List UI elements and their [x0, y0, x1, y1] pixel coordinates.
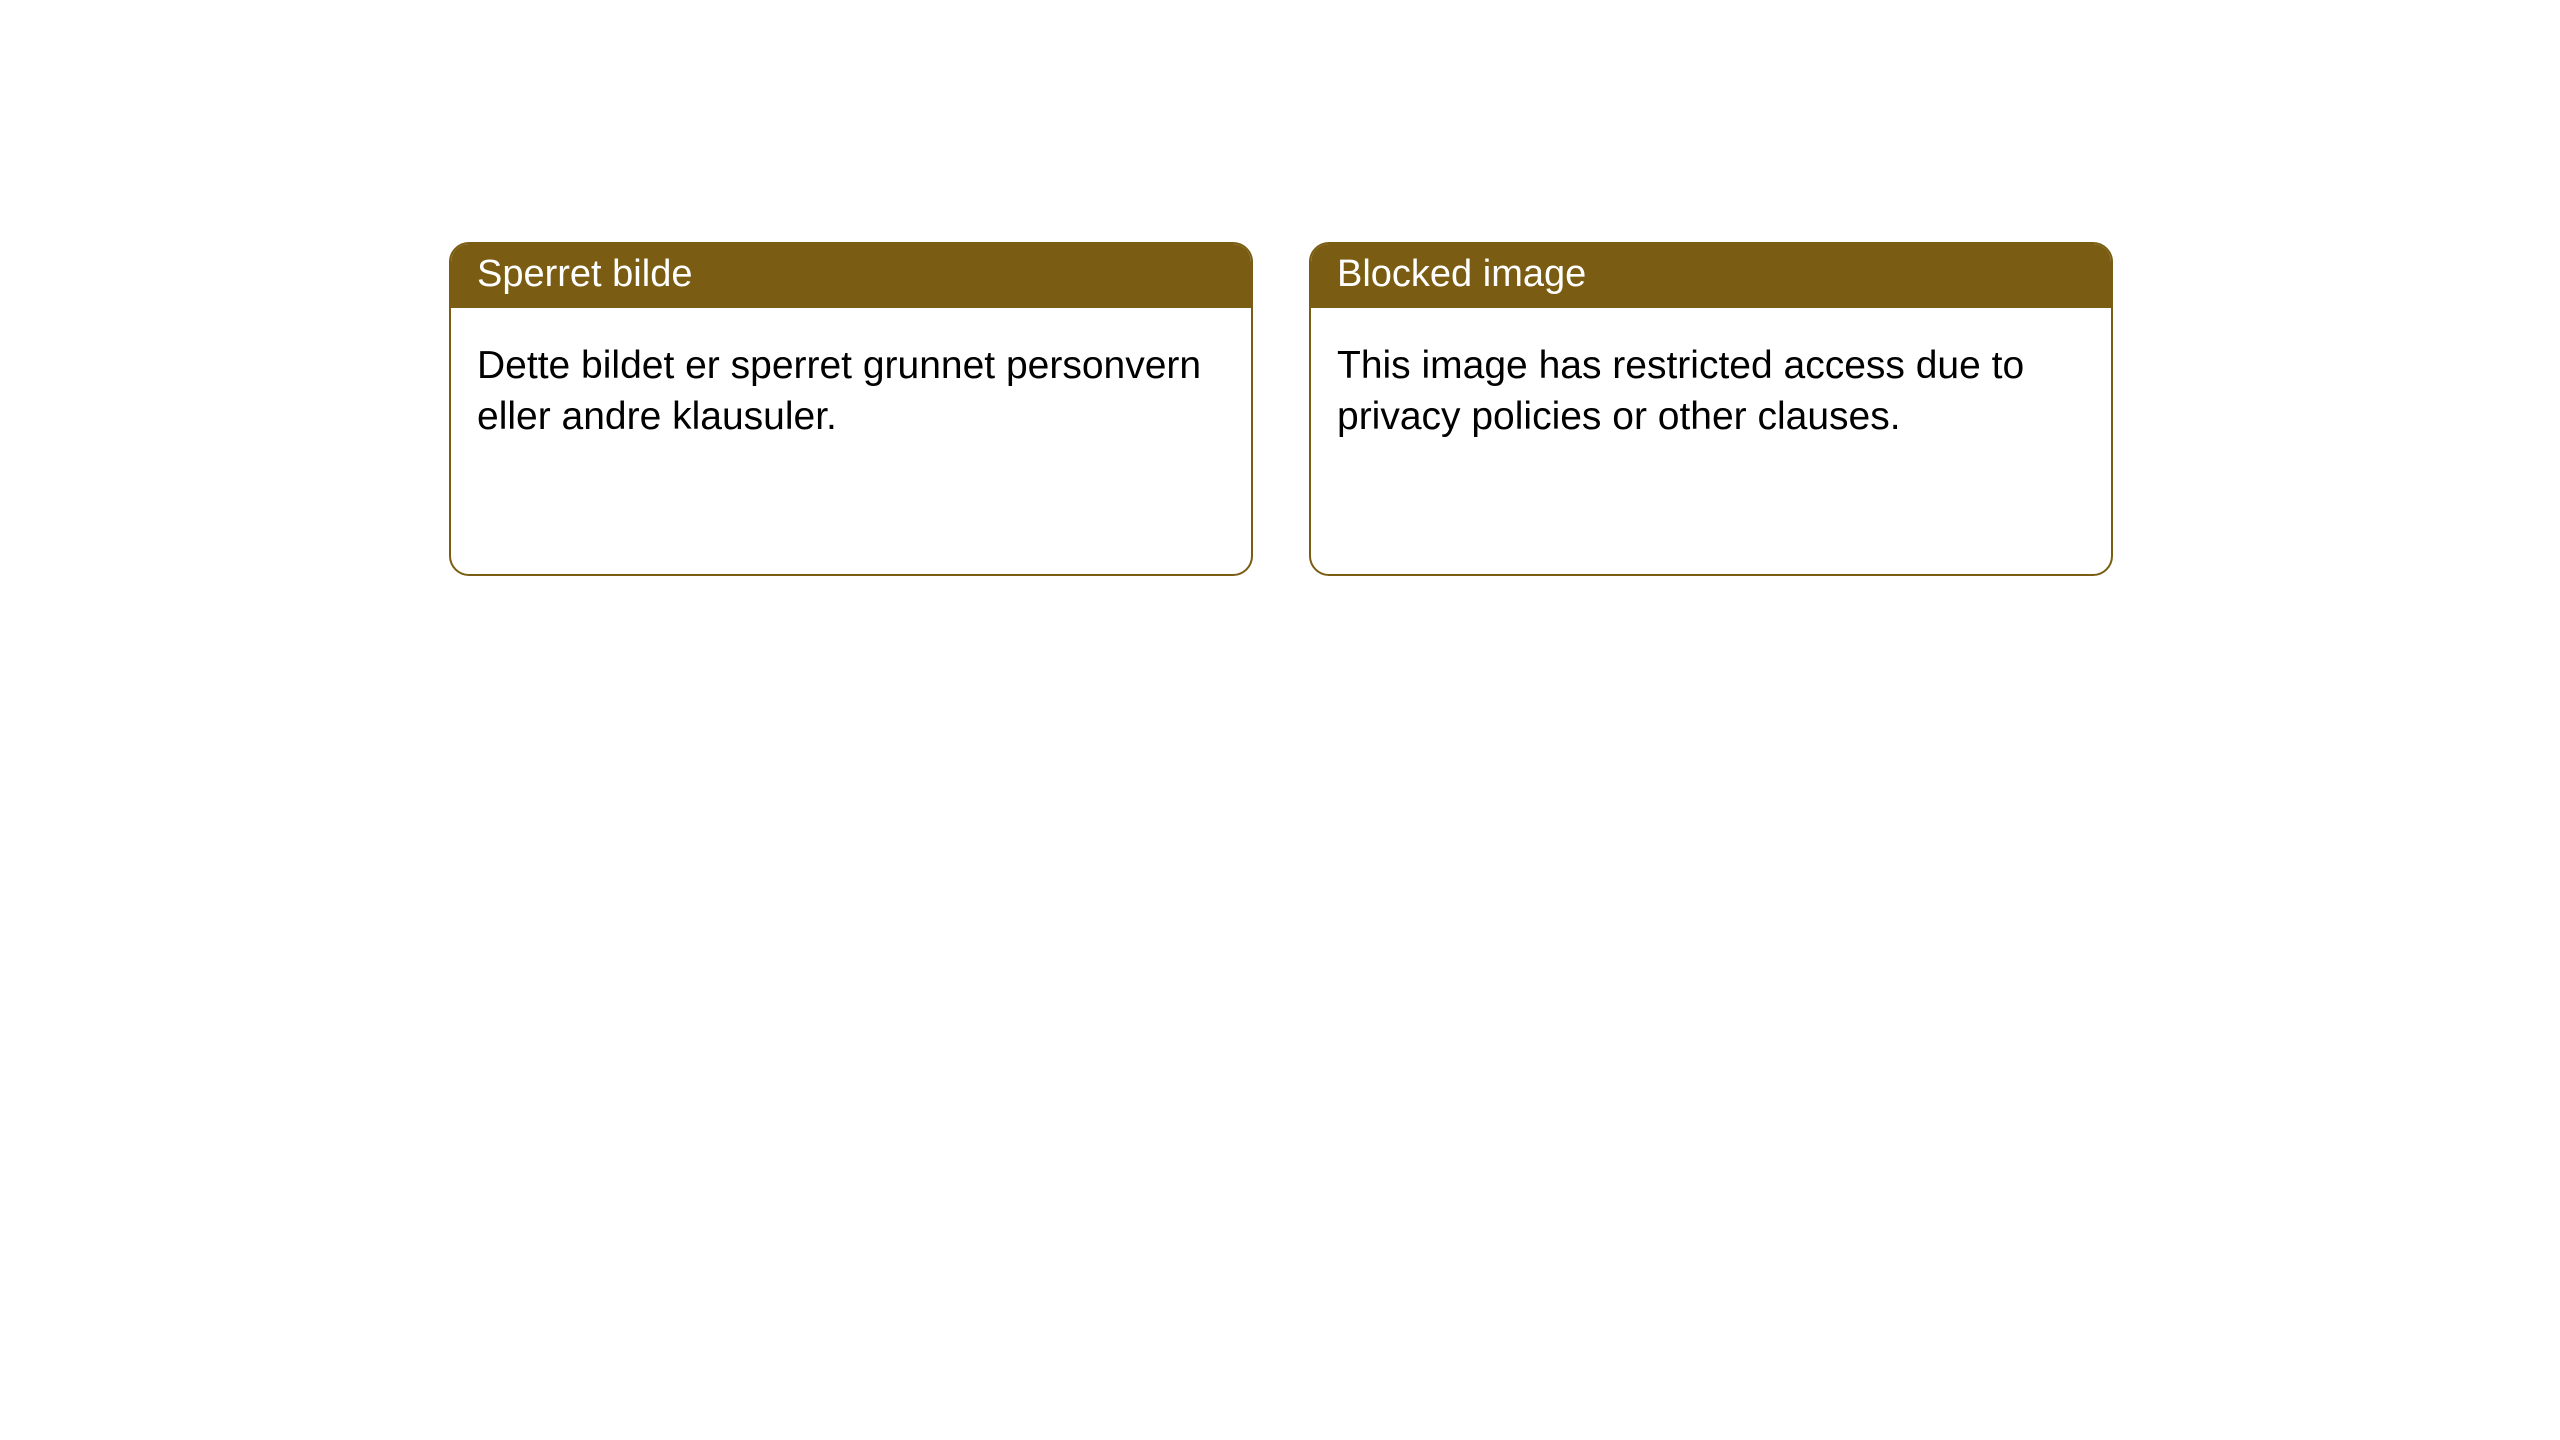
- notice-body: This image has restricted access due to …: [1311, 308, 2111, 475]
- notice-body-text: Dette bildet er sperret grunnet personve…: [477, 344, 1201, 438]
- notice-title: Blocked image: [1337, 253, 1586, 295]
- notice-header: Blocked image: [1311, 244, 2111, 308]
- notice-header: Sperret bilde: [451, 244, 1251, 308]
- notice-title: Sperret bilde: [477, 253, 692, 295]
- notice-body: Dette bildet er sperret grunnet personve…: [451, 308, 1251, 475]
- notice-container: Sperret bilde Dette bildet er sperret gr…: [0, 0, 2560, 576]
- notice-body-text: This image has restricted access due to …: [1337, 344, 2024, 438]
- notice-card-english: Blocked image This image has restricted …: [1309, 242, 2113, 576]
- notice-card-norwegian: Sperret bilde Dette bildet er sperret gr…: [449, 242, 1253, 576]
